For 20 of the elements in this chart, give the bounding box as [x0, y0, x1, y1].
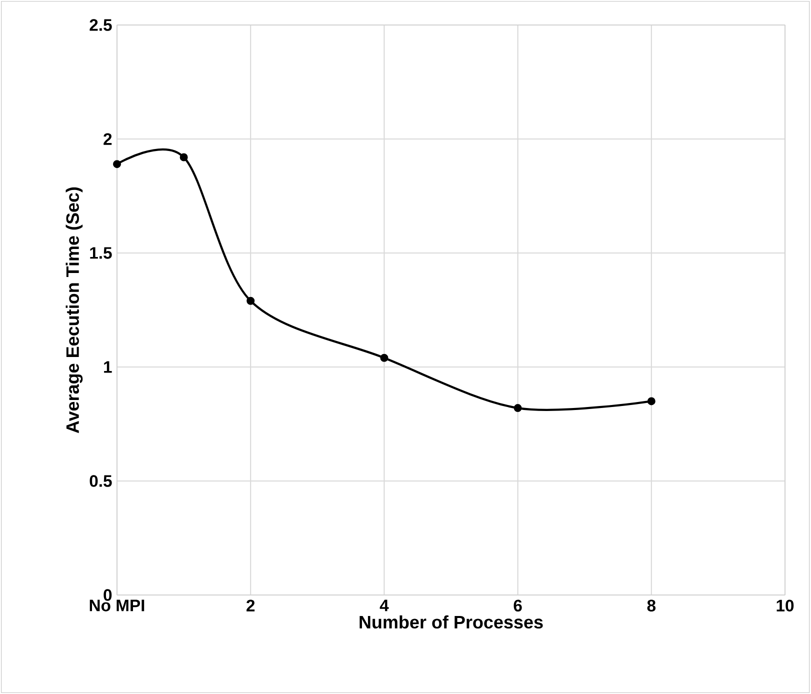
point: [514, 404, 522, 412]
y-tick-label: 0.5: [90, 475, 112, 487]
point: [113, 160, 122, 168]
x-tick-label: 4: [380, 600, 389, 612]
y-tick-label: 2: [104, 133, 112, 145]
x-tick-label: 10: [776, 600, 794, 612]
point: [246, 296, 255, 305]
y-tick-label: 1.5: [90, 247, 112, 259]
y-axis-title: Average Eecution Time (Sec): [66, 187, 83, 434]
x-tick-label: 8: [647, 600, 656, 612]
point: [180, 153, 188, 162]
x-tick-label: 2: [246, 600, 255, 612]
x-tick-label: 6: [514, 600, 522, 612]
y-tick-label: 2.5: [90, 19, 112, 31]
x-axis-title: Number of Processes: [360, 615, 543, 629]
x-tick-label: No MPI: [90, 600, 144, 612]
point: [647, 397, 656, 406]
point: [380, 354, 388, 362]
y-tick-label: 0: [104, 589, 112, 601]
y-tick-label: 1: [104, 361, 112, 373]
